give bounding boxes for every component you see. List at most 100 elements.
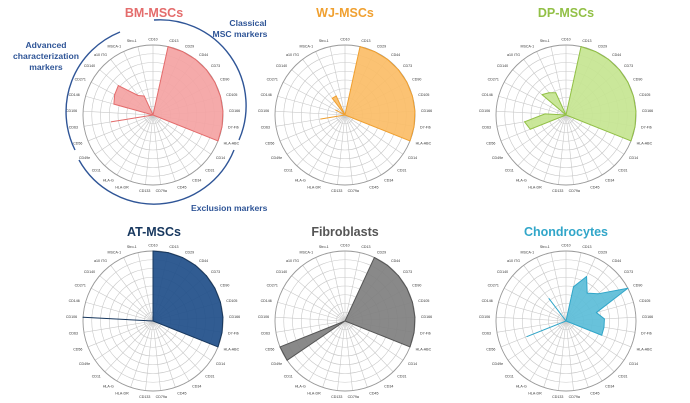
axis-label-cd140: CD140 xyxy=(276,270,287,274)
axis-label-cd166: CD166 xyxy=(642,109,653,113)
axis-label-cd14: CD14 xyxy=(408,362,417,366)
axis-label-cd133: CD133 xyxy=(139,395,150,399)
data-point-cd105 xyxy=(595,312,597,314)
axis-label-cd31: CD31 xyxy=(397,374,406,378)
grid-spoke xyxy=(565,320,574,391)
axis-label-hla-abc: HLA-ABC xyxy=(637,347,653,351)
axis-label-cd146: CD146 xyxy=(69,299,80,303)
grid-spoke xyxy=(565,320,589,388)
grid-spoke xyxy=(91,287,154,322)
grid-spoke xyxy=(110,265,154,322)
axis-label-cd73: CD73 xyxy=(403,64,412,68)
grid-spoke xyxy=(296,114,346,167)
axis-label-cd146: CD146 xyxy=(261,299,272,303)
axis-label-cd105: CD105 xyxy=(226,299,237,303)
grid-spoke xyxy=(279,114,346,142)
axis-label-cd166: CD166 xyxy=(421,109,432,113)
grid-spoke xyxy=(337,320,346,391)
axis-label-cd29: CD29 xyxy=(598,250,607,254)
axis-label-cd10: CD10 xyxy=(561,37,570,41)
grid-spoke xyxy=(85,301,154,322)
axis-label-stro-1: Stro-1 xyxy=(540,245,550,249)
data-point-stro-1 xyxy=(344,114,346,116)
axis-label-cd133: CD133 xyxy=(331,395,342,399)
axis-label-cd11: CD11 xyxy=(284,168,293,172)
data-point-cd271 xyxy=(335,109,337,111)
grid-spoke xyxy=(329,46,346,116)
axis-label-cd133: CD133 xyxy=(552,189,563,193)
axis-label-cd140: CD140 xyxy=(497,64,508,68)
data-point-d7-fib xyxy=(603,326,605,328)
axis-label-cd11: CD11 xyxy=(505,374,514,378)
data-point-hla-abc xyxy=(630,140,632,142)
axis-label-cd56: CD56 xyxy=(73,141,82,145)
data-point-msca-1 xyxy=(335,95,337,97)
data-point-cd90 xyxy=(627,81,629,83)
axis-label-cd271: CD271 xyxy=(267,78,278,82)
data-point-cd44 xyxy=(194,58,196,60)
advanced-label-line3: markers xyxy=(29,62,63,72)
axis-label-cd44: CD44 xyxy=(199,53,208,57)
axis-label-cd79a: CD79a xyxy=(348,395,359,399)
grid-spoke xyxy=(152,320,176,388)
axis-label-cd90: CD90 xyxy=(220,78,229,82)
axis-label-hla-dr: HLA-DR xyxy=(528,391,542,395)
data-point-cd73 xyxy=(397,69,399,71)
axis-label-cd31: CD31 xyxy=(618,374,627,378)
outer-ring xyxy=(495,250,637,392)
grid-spoke xyxy=(322,114,346,182)
axis-label-cd44: CD44 xyxy=(612,259,621,263)
axis-label-cd45: CD45 xyxy=(369,391,378,395)
axis-label-cd105: CD105 xyxy=(639,299,650,303)
axis-label-hla-g: HLA-G xyxy=(516,384,527,388)
grid-spoke xyxy=(152,320,190,382)
axis-label-msca-1: MSCA-1 xyxy=(299,44,313,48)
axis-label-cd10: CD10 xyxy=(148,37,157,41)
axis-label-cd13: CD13 xyxy=(169,245,178,249)
data-point-cd10 xyxy=(152,250,154,252)
axis-label-cd29: CD29 xyxy=(185,44,194,48)
grid-spoke xyxy=(565,114,574,185)
grid-spoke xyxy=(152,114,190,176)
grid-spoke xyxy=(322,320,346,388)
axis-label-hla-dr: HLA-DR xyxy=(528,185,542,189)
data-point-stro-1 xyxy=(152,114,154,116)
grid-spoke xyxy=(104,114,154,167)
axis-label-cd44: CD44 xyxy=(391,53,400,57)
axis-label-cd45: CD45 xyxy=(177,185,186,189)
grid-spoke xyxy=(329,252,346,322)
axis-label-cd79a: CD79a xyxy=(348,189,359,193)
grid-spoke xyxy=(296,320,346,373)
axis-label-cd56: CD56 xyxy=(486,347,495,351)
data-point-cd146 xyxy=(113,103,115,105)
classical-label-line1: Classical xyxy=(229,18,266,28)
grid-spoke xyxy=(498,301,567,322)
series-area-chondrocytes xyxy=(526,276,629,338)
series-area-at-mscs xyxy=(82,250,224,348)
chart-title-fibroblasts: Fibroblasts xyxy=(311,225,378,239)
grid-spoke xyxy=(337,114,346,185)
axis-label-cd73: CD73 xyxy=(403,270,412,274)
data-point-cd105 xyxy=(219,95,221,97)
grid-spoke xyxy=(116,114,154,176)
series-area-bm-mscs xyxy=(111,46,224,142)
grid-spoke xyxy=(344,320,404,361)
data-point-cd29 xyxy=(181,50,183,52)
data-point-cd44 xyxy=(194,264,196,266)
grid-spoke xyxy=(565,114,603,176)
grid-spoke xyxy=(302,265,346,322)
radar-chart-fibroblasts: CD10 CD13 CD29 CD44 CD73 CD90 CD105 CD166 D7-Fib… xyxy=(258,225,432,399)
advanced-label-line1: Advanced xyxy=(25,40,66,50)
axis-label-a10-itg: a10 ITG xyxy=(94,259,107,263)
data-point-cd13 xyxy=(359,46,361,48)
grid-spoke xyxy=(344,252,361,322)
axis-label-cd133: CD133 xyxy=(139,189,150,193)
axis-label-cd140: CD140 xyxy=(84,270,95,274)
axis-label-msca-1: MSCA-1 xyxy=(107,250,121,254)
axis-label-cd133: CD133 xyxy=(552,395,563,399)
grid-spoke xyxy=(87,114,154,142)
axis-label-cd45: CD45 xyxy=(590,185,599,189)
data-point-cd166 xyxy=(603,318,605,320)
grid-spoke xyxy=(277,301,346,322)
grid-spoke xyxy=(550,46,567,116)
